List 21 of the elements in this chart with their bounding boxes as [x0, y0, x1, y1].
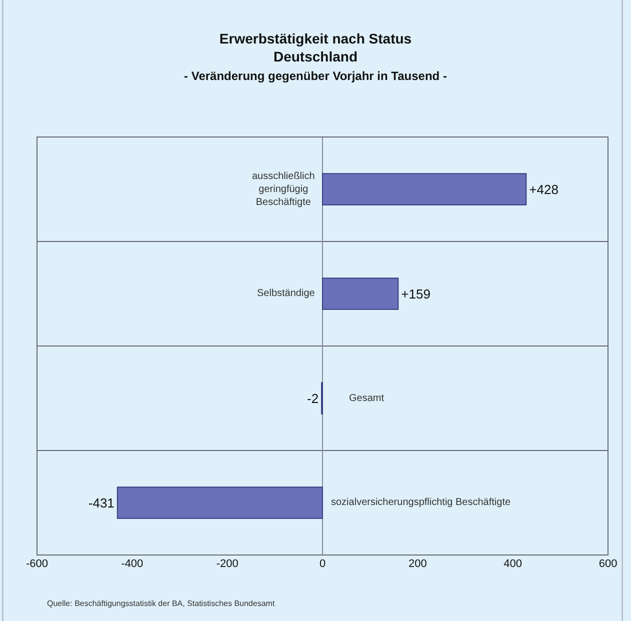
x-tick-label: 200 [408, 558, 427, 570]
x-tick-label: 600 [598, 558, 618, 570]
y-tick-label: Gesamt [349, 393, 384, 404]
bar [322, 173, 527, 206]
source-note: Quelle: Beschäftigungsstatistik der BA, Statistisches Bundesamt [47, 599, 276, 608]
data-label: -431 [88, 495, 114, 510]
x-tick-label: 0 [319, 558, 326, 570]
y-tick-label: Selbständige [257, 288, 316, 299]
data-label: +159 [401, 286, 430, 302]
data-label: +428 [529, 182, 558, 197]
bar [116, 486, 323, 519]
x-tick-label: 400 [504, 558, 522, 570]
y-tick-label: ausschließlich geringfügig Beschäftigte [252, 171, 315, 208]
bar [322, 278, 399, 310]
x-tick-label: -200 [216, 558, 238, 570]
x-tick-label: -400 [121, 558, 144, 570]
x-tick-label: -600 [26, 558, 48, 570]
y-tick-label: sozialversicherungspflichtig Beschäftigte [331, 497, 511, 508]
chart-subtitle: - Veränderung gegenüber Vorjahr in Tausend - [184, 68, 447, 83]
chart-title: Erwerbstätigkeit nach Status Deutschland [219, 30, 412, 65]
data-label: -2 [306, 390, 319, 406]
